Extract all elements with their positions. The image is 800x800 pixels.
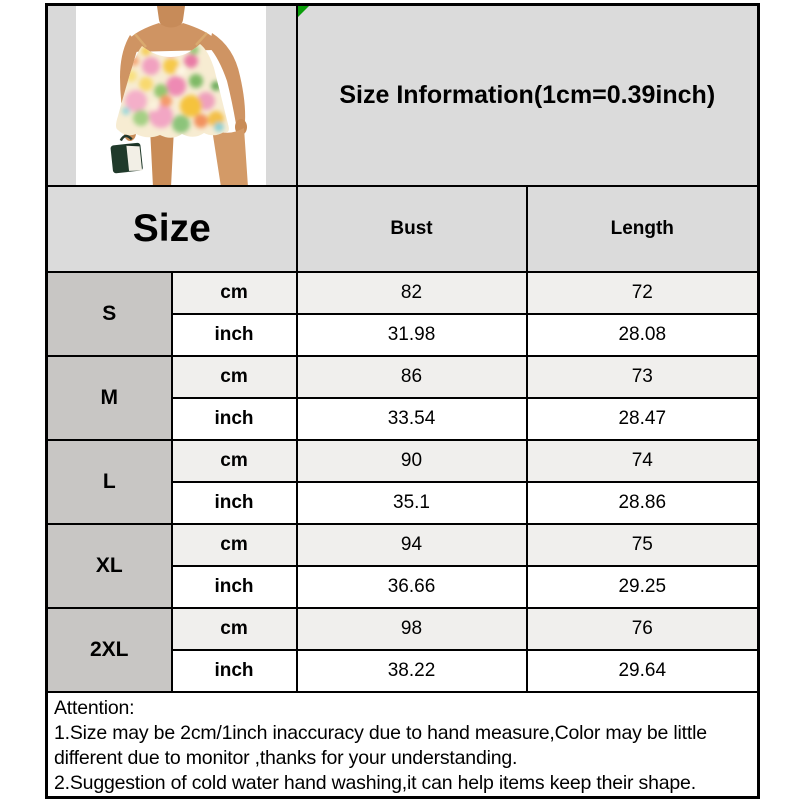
- table-row: L cm 90 74: [45, 438, 760, 525]
- length-value-cell: 28.08: [525, 312, 760, 357]
- table-row: inch 38.22 29.64: [47, 648, 760, 693]
- handbag: [110, 134, 143, 174]
- size-label-cell: S: [45, 270, 173, 357]
- size-info-title-cell: Size Information(1cm=0.39inch): [295, 3, 760, 187]
- table-row: inch 36.66 29.25: [47, 564, 760, 609]
- attention-line: 2.Suggestion of cold water hand washing,…: [54, 771, 696, 794]
- size-chart-sheet: Size Information(1cm=0.39inch) Size Bust…: [45, 3, 761, 799]
- unit-cell: inch: [170, 564, 298, 609]
- green-corner-marker-icon: [298, 6, 309, 17]
- length-value-cell: 74: [525, 438, 760, 483]
- bust-column-header: Bust: [295, 184, 528, 273]
- table-row: Size Information(1cm=0.39inch): [45, 3, 760, 187]
- unit-cell: inch: [170, 480, 298, 525]
- bust-value-cell: 94: [295, 522, 528, 567]
- unit-cell: inch: [170, 396, 298, 441]
- unit-cell: inch: [170, 648, 298, 693]
- product-photo: [76, 6, 266, 184]
- page-title: Size Information(1cm=0.39inch): [339, 80, 716, 109]
- size-label-cell: XL: [45, 522, 173, 609]
- table-row: S cm 82 72: [45, 270, 760, 357]
- size-chart-table: Size Information(1cm=0.39inch) Size Bust…: [45, 3, 761, 799]
- bust-value-cell: 33.54: [295, 396, 528, 441]
- table-row: 2XL cm 98 76: [45, 606, 760, 693]
- table-row: inch 33.54 28.47: [47, 396, 760, 441]
- bust-value-cell: 82: [295, 270, 528, 315]
- table-row: M cm 86 73: [45, 354, 760, 441]
- length-value-cell: 28.86: [525, 480, 760, 525]
- unit-cell: cm: [170, 606, 298, 651]
- length-value-cell: 75: [525, 522, 760, 567]
- bust-value-cell: 35.1: [295, 480, 528, 525]
- table-row: XL cm 94 75: [45, 522, 760, 609]
- length-value-cell: 29.25: [525, 564, 760, 609]
- bust-value-cell: 98: [295, 606, 528, 651]
- table-row: inch 31.98 28.08: [47, 312, 760, 357]
- length-column-header: Length: [525, 184, 760, 273]
- product-photo-cell: [45, 3, 298, 187]
- table-row: Attention: 1.Size may be 2cm/1inch inacc…: [45, 690, 760, 798]
- unit-cell: inch: [170, 312, 298, 357]
- unit-cell: cm: [170, 270, 298, 315]
- dress-photo-illustration: [76, 6, 266, 184]
- size-label-cell: 2XL: [45, 606, 173, 693]
- length-value-cell: 76: [525, 606, 760, 651]
- table-header-row: Size Bust Length: [45, 184, 760, 273]
- length-value-cell: 28.47: [525, 396, 760, 441]
- bust-value-cell: 86: [295, 354, 528, 399]
- bust-value-cell: 90: [295, 438, 528, 483]
- bust-value-cell: 36.66: [295, 564, 528, 609]
- unit-cell: cm: [170, 354, 298, 399]
- size-label-cell: L: [45, 438, 173, 525]
- attention-line: 1.Size may be 2cm/1inch inaccuracy due t…: [54, 721, 707, 769]
- attention-note-cell: Attention: 1.Size may be 2cm/1inch inacc…: [45, 690, 760, 798]
- unit-cell: cm: [170, 522, 298, 567]
- bust-value-cell: 31.98: [295, 312, 528, 357]
- length-value-cell: 29.64: [525, 648, 760, 693]
- table-row: inch 35.1 28.86: [47, 480, 760, 525]
- attention-title: Attention:: [54, 696, 135, 719]
- bust-value-cell: 38.22: [295, 648, 528, 693]
- size-label-cell: M: [45, 354, 173, 441]
- length-value-cell: 73: [525, 354, 760, 399]
- unit-cell: cm: [170, 438, 298, 483]
- length-value-cell: 72: [525, 270, 760, 315]
- size-column-header: Size: [45, 184, 298, 273]
